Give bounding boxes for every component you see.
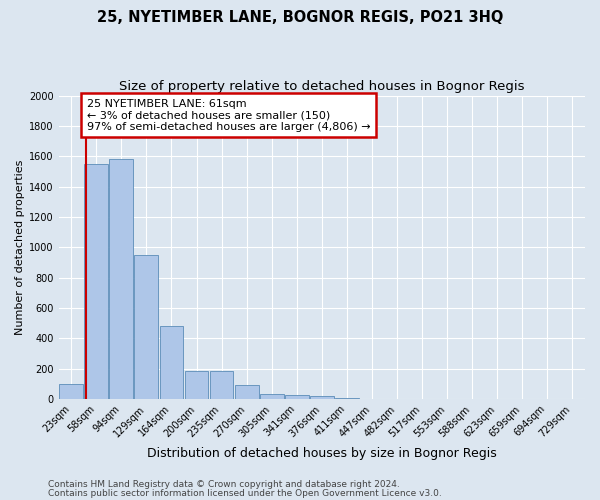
Bar — [185, 371, 208, 399]
Bar — [260, 394, 284, 399]
Bar — [285, 395, 308, 399]
Y-axis label: Number of detached properties: Number of detached properties — [15, 160, 25, 335]
Bar — [85, 164, 108, 399]
Bar — [109, 160, 133, 399]
Bar — [59, 384, 83, 399]
Bar — [160, 326, 184, 399]
Bar — [335, 398, 359, 399]
Bar — [209, 371, 233, 399]
Text: Contains HM Land Registry data © Crown copyright and database right 2024.: Contains HM Land Registry data © Crown c… — [48, 480, 400, 489]
Text: 25, NYETIMBER LANE, BOGNOR REGIS, PO21 3HQ: 25, NYETIMBER LANE, BOGNOR REGIS, PO21 3… — [97, 10, 503, 25]
Text: Contains public sector information licensed under the Open Government Licence v3: Contains public sector information licen… — [48, 489, 442, 498]
Bar — [134, 255, 158, 399]
X-axis label: Distribution of detached houses by size in Bognor Regis: Distribution of detached houses by size … — [147, 447, 497, 460]
Bar — [310, 396, 334, 399]
Text: 25 NYETIMBER LANE: 61sqm
← 3% of detached houses are smaller (150)
97% of semi-d: 25 NYETIMBER LANE: 61sqm ← 3% of detache… — [87, 98, 370, 132]
Bar — [235, 385, 259, 399]
Title: Size of property relative to detached houses in Bognor Regis: Size of property relative to detached ho… — [119, 80, 524, 93]
